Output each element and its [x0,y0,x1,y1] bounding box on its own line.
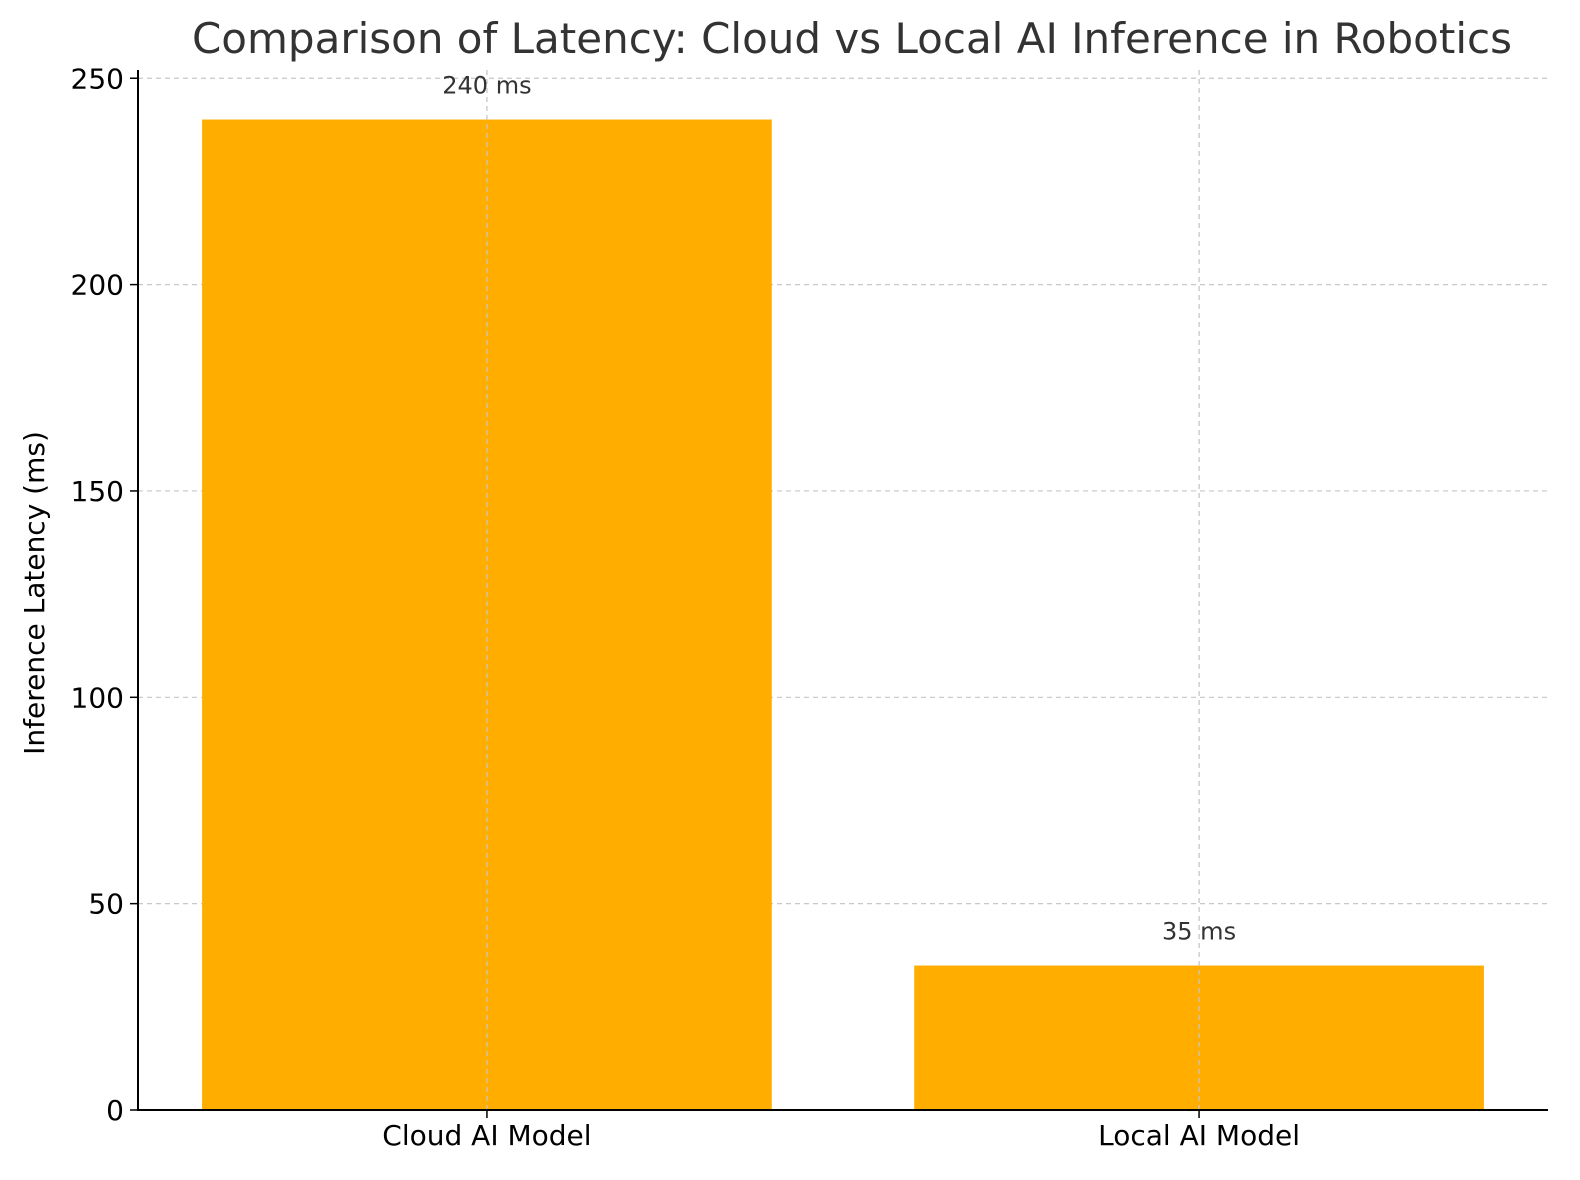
x-tick-label: Cloud AI Model [382,1119,591,1152]
y-axis-label: Inference Latency (ms) [18,431,51,755]
y-tick-label: 250 [71,62,124,95]
y-tick-label: 150 [71,475,124,508]
bars [202,70,1484,1111]
data-label: 240 ms [442,72,531,100]
axes: 0 50 100 150 200 250 Cloud AI Model Local AI Mo… [71,62,1548,1152]
data-labels: 240 ms 35 ms [442,72,1236,946]
y-tick-label: 200 [71,269,124,302]
x-tick-label: Local AI Model [1098,1119,1300,1152]
y-tick-label: 100 [71,681,124,714]
y-tick-label: 50 [88,888,124,921]
chart-title: Comparison of Latency: Cloud vs Local AI… [192,14,1512,63]
data-label: 35 ms [1162,918,1236,946]
y-tick-label: 0 [106,1094,124,1127]
